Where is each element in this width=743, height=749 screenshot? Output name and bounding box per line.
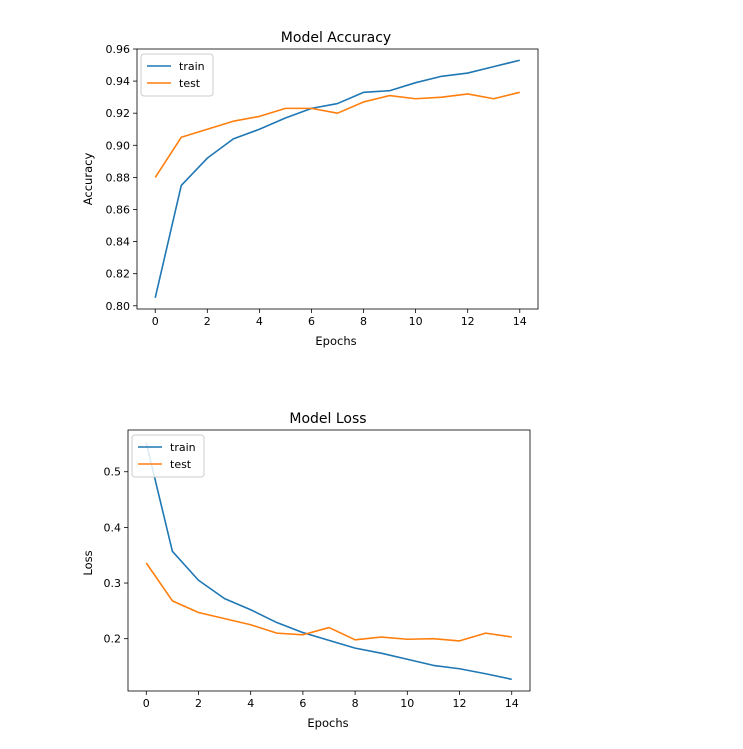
loss-x-tick-label: 8 (352, 697, 359, 710)
loss-x-tick-label: 2 (195, 697, 202, 710)
accuracy-x-tick-label: 0 (152, 315, 159, 328)
accuracy-x-axis-label: Epochs (315, 334, 356, 348)
loss-x-tick-label: 4 (247, 697, 254, 710)
loss-y-tick-label: 0.5 (104, 466, 122, 479)
loss-x-tick-label: 12 (453, 697, 467, 710)
accuracy-chart: Model Accuracy train test Epochs Accuracy… (81, 30, 539, 348)
loss-chart: Model Loss train test Epochs Loss 0 2 4 6 8 10… (81, 411, 531, 730)
accuracy-x-tick-label: 8 (360, 315, 367, 328)
loss-legend-box (131, 434, 205, 478)
loss-series-line-train (145, 442, 512, 681)
loss-legend: train test (131, 434, 205, 478)
accuracy-x-tick-label: 6 (308, 315, 315, 328)
loss-y-tick-label: 0.2 (104, 633, 122, 646)
loss-plot-layer (145, 442, 512, 681)
accuracy-legend-label-test: test (179, 77, 201, 90)
accuracy-y-axis-label: Accuracy (81, 153, 95, 206)
accuracy-x-tick-label: 14 (513, 315, 527, 328)
loss-x-axis-label: Epochs (307, 716, 348, 730)
accuracy-plot-layer (154, 59, 520, 298)
accuracy-series-line-train (154, 59, 520, 298)
loss-y-tick-label: 0.3 (104, 577, 122, 590)
loss-x-tick-label: 0 (143, 697, 150, 710)
accuracy-y-tick-label: 0.92 (106, 107, 131, 120)
loss-x-tick-label: 10 (400, 697, 414, 710)
accuracy-axes-frame (136, 48, 539, 310)
accuracy-legend-label-train: train (179, 60, 205, 73)
accuracy-x-tick-label: 10 (409, 315, 423, 328)
loss-chart-title: Model Loss (289, 411, 366, 427)
accuracy-y-tick-label: 0.82 (106, 268, 131, 281)
loss-x-tick-label: 6 (299, 697, 306, 710)
accuracy-legend: train test (140, 53, 214, 97)
accuracy-x-tick-label: 2 (204, 315, 211, 328)
accuracy-y-tick-label: 0.96 (106, 43, 131, 56)
accuracy-y-tick-label: 0.86 (106, 203, 131, 216)
loss-y-axis-label: Loss (81, 550, 95, 575)
accuracy-y-tick-label: 0.94 (106, 75, 131, 88)
accuracy-y-tick-label: 0.90 (106, 139, 131, 152)
loss-legend-label-train: train (170, 441, 196, 454)
loss-y-tick-label: 0.4 (104, 521, 122, 534)
accuracy-y-tick-label: 0.84 (106, 236, 131, 249)
accuracy-x-tick-label: 12 (461, 315, 475, 328)
accuracy-y-tick-label: 0.88 (106, 171, 131, 184)
loss-series-line-test (145, 562, 512, 642)
accuracy-chart-title: Model Accuracy (281, 30, 391, 46)
loss-legend-label-test: test (170, 458, 192, 471)
accuracy-series-line-test (154, 91, 520, 178)
accuracy-legend-box (140, 53, 214, 97)
accuracy-x-tick-label: 4 (256, 315, 263, 328)
loss-axes-frame (127, 429, 531, 692)
accuracy-y-tick-label: 0.80 (106, 300, 131, 313)
loss-x-tick-label: 14 (505, 697, 519, 710)
